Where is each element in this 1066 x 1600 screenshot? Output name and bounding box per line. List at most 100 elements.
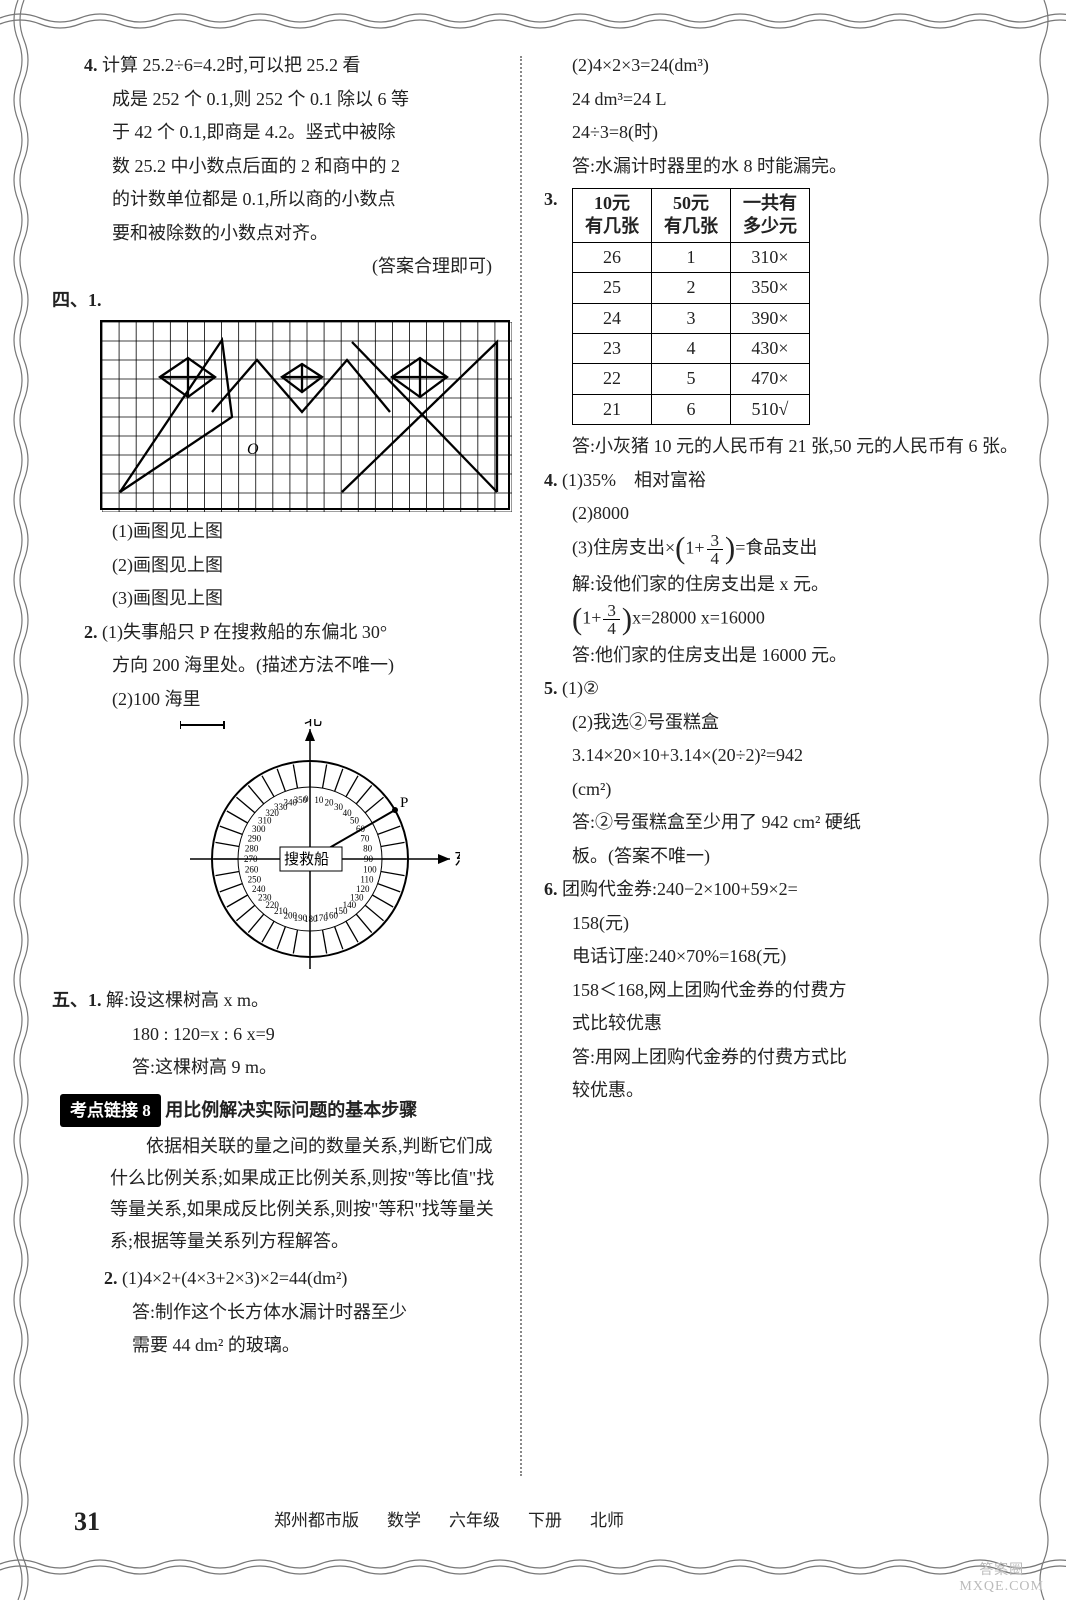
svg-text:70: 70: [360, 833, 370, 843]
origin-label: O: [247, 441, 259, 458]
r-top-l1: (2)4×2×3=24(dm³): [544, 50, 1022, 82]
table-row: 216510√: [573, 394, 810, 424]
table-row: 234430×: [573, 333, 810, 363]
wavy-right: [1036, 0, 1056, 1600]
footer-item: 郑州都市版: [274, 1506, 359, 1536]
q5-l3: 3.14×20×10+3.14×(20÷2)²=942: [544, 740, 1022, 772]
r-top-l2: 24 dm³=24 L: [544, 84, 1022, 116]
table-cell: 510√: [731, 394, 810, 424]
q4-line: 数 25.2 中小数点后面的 2 和商中的 2: [60, 151, 502, 183]
q4-line: 于 42 个 0.1,即商是 4.2。竖式中被除: [60, 117, 502, 149]
link-block: 考点链接 8 用比例解决实际问题的基本步骤: [60, 1086, 502, 1132]
table-row: 252350×: [573, 273, 810, 303]
q5-l5: 板。(答案不唯一): [544, 841, 1022, 873]
th: 10元有几张: [573, 189, 652, 243]
left-column: 4. 计算 25.2÷6=4.2时,可以把 25.2 看 成是 252 个 0.…: [60, 50, 520, 1490]
table-row: 243390×: [573, 303, 810, 333]
th: 一共有多少元: [731, 189, 810, 243]
footer-item: 北师: [590, 1506, 624, 1536]
q2b-l2: 答:制作这个长方体水漏计时器至少: [60, 1297, 502, 1329]
q2-b: (2)100 海里: [60, 684, 502, 716]
compass-figure: 北 东 P 搜救船 010203040506070809010011012013…: [180, 719, 460, 979]
svg-text:240: 240: [252, 884, 266, 894]
svg-text:90: 90: [364, 854, 374, 864]
q4-l3: (3)住房支出×(1+34)=食品支出: [544, 532, 1022, 567]
q6-l5: 较优惠。: [544, 1075, 1022, 1107]
q6-l1: 6. 团购代金券:240−2×100+59×2=: [544, 874, 1022, 906]
svg-text:东: 东: [454, 849, 460, 869]
svg-text:260: 260: [245, 864, 259, 874]
table-cell: 3: [652, 303, 731, 333]
right-column: (2)4×2×3=24(dm³) 24 dm³=24 L 24÷3=8(时) 答…: [522, 50, 1022, 1490]
page-number: 31: [74, 1499, 100, 1545]
footer-item: 六年级: [449, 1506, 500, 1536]
page: 4. 计算 25.2÷6=4.2时,可以把 25.2 看 成是 252 个 0.…: [0, 0, 1066, 1600]
table-cell: 23: [573, 333, 652, 363]
q6-l3: 158＜168,网上团购代金券的付费方: [544, 975, 1022, 1007]
q6-l2: 电话订座:240×70%=168(元): [544, 941, 1022, 973]
q4-line: 4. 计算 25.2÷6=4.2时,可以把 25.2 看: [60, 50, 502, 82]
table-row: 225470×: [573, 364, 810, 394]
svg-text:20: 20: [325, 798, 335, 808]
table-cell: 1: [652, 242, 731, 272]
q2-a: 2. (1)失事船只 P 在搜救船的东偏北 30°: [60, 617, 502, 649]
q4-l6: 答:他们家的住房支出是 16000 元。: [544, 640, 1022, 672]
table-header-row: 10元有几张 50元有几张 一共有多少元: [573, 189, 810, 243]
svg-text:100: 100: [363, 864, 377, 874]
r-top-l4: 答:水漏计时器里的水 8 时能漏完。: [544, 151, 1022, 183]
q4-line: 要和被除数的小数点对齐。: [60, 218, 502, 250]
q3-table: 10元有几张 50元有几张 一共有多少元 261310×252350×24339…: [572, 188, 810, 425]
grid-figure: O: [100, 320, 510, 510]
svg-text:280: 280: [245, 844, 259, 854]
table-row: 261310×: [573, 242, 810, 272]
link-badge: 考点链接 8: [60, 1094, 161, 1128]
table-cell: 24: [573, 303, 652, 333]
q5-l4: 答:②号蛋糕盒至少用了 942 cm² 硬纸: [544, 807, 1022, 839]
q4-tail: (答案合理即可): [60, 251, 502, 283]
table-cell: 4: [652, 333, 731, 363]
th: 50元有几张: [652, 189, 731, 243]
q5-l1: 5. (1)②: [544, 673, 1022, 705]
r-top-l3: 24÷3=8(时): [544, 117, 1022, 149]
svg-text:搜救船: 搜救船: [284, 851, 329, 868]
q5-l3u: (cm²): [544, 774, 1022, 806]
q4-l4: 解:设他们家的住房支出是 x 元。: [544, 569, 1022, 601]
sec4-label: 四、1.: [52, 285, 502, 317]
table-cell: 6: [652, 394, 731, 424]
svg-text:350: 350: [294, 795, 308, 805]
wavy-left: [10, 0, 30, 1600]
svg-text:290: 290: [248, 833, 262, 843]
footer-item: 下册: [528, 1506, 562, 1536]
footer: 31 郑州都市版 数学 六年级 下册 北师: [60, 1499, 1034, 1545]
q2-a2: 方向 200 海里处。(描述方法不唯一): [60, 650, 502, 682]
sec4-sub: (1)画图见上图: [60, 516, 502, 548]
svg-text:80: 80: [363, 844, 373, 854]
sec4-sub: (2)画图见上图: [60, 550, 502, 582]
table-cell: 25: [573, 273, 652, 303]
svg-text:230: 230: [258, 893, 272, 903]
sec4-sub: (3)画图见上图: [60, 583, 502, 615]
footer-item: 数学: [387, 1506, 421, 1536]
q6-l4: 答:用网上团购代金券的付费方式比: [544, 1042, 1022, 1074]
q5-l2: (2)我选②号蛋糕盒: [544, 707, 1022, 739]
table-cell: 430×: [731, 333, 810, 363]
q6-l1b: 158(元): [544, 908, 1022, 940]
wavy-top: [0, 10, 1066, 32]
q6-l3b: 式比较优惠: [544, 1008, 1022, 1040]
q4-line: 的计数单位都是 0.1,所以商的小数点: [60, 184, 502, 216]
table-cell: 22: [573, 364, 652, 394]
table-cell: 350×: [731, 273, 810, 303]
q4-l2: (2)8000: [544, 498, 1022, 530]
q4-l5: (1+34)x=28000 x=16000: [544, 602, 1022, 637]
q4-l1: 4. (1)35% 相对富裕: [544, 465, 1022, 497]
table-cell: 26: [573, 242, 652, 272]
q4-line: 成是 252 个 0.1,则 252 个 0.1 除以 6 等: [60, 84, 502, 116]
table-cell: 2: [652, 273, 731, 303]
table-cell: 390×: [731, 303, 810, 333]
q2b-l3: 需要 44 dm² 的玻璃。: [60, 1330, 502, 1362]
table-cell: 470×: [731, 364, 810, 394]
q3-ans: 答:小灰猪 10 元的人民币有 21 张,50 元的人民币有 6 张。: [544, 431, 1022, 463]
q2b-l1: 2. (1)4×2+(4×3+2×3)×2=44(dm²): [60, 1263, 502, 1295]
table-cell: 21: [573, 394, 652, 424]
link-title: 用比例解决实际问题的基本步骤: [165, 1100, 417, 1120]
